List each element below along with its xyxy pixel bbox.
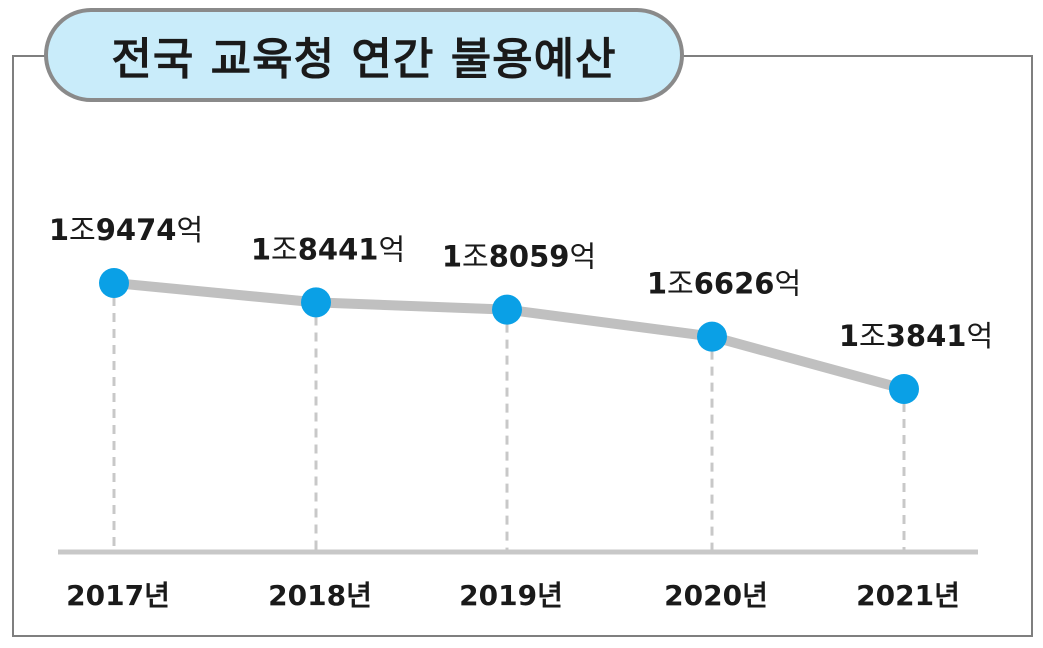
x-tick-label: 2017년: [66, 579, 170, 612]
data-label: 1조8059억: [442, 240, 596, 274]
x-tick-labels: 2017년 2018년 2019년 2020년 2021년: [66, 579, 960, 612]
x-tick-label: 2020년: [664, 579, 768, 612]
data-point: [99, 268, 129, 298]
x-tick-label: 2019년: [459, 579, 563, 612]
x-tick-label: 2021년: [856, 579, 960, 612]
x-tick-label: 2018년: [268, 579, 372, 612]
data-label: 1조9474억: [49, 213, 203, 247]
data-labels: 1조9474억 1조8441억 1조8059억 1조6626억 1조3841억: [49, 213, 993, 353]
chart-title: 전국 교육청 연간 불용예산: [111, 34, 617, 85]
data-label: 1조8441억: [251, 232, 405, 266]
chart-title-pill: 전국 교육청 연간 불용예산: [44, 8, 684, 102]
data-points: [99, 268, 919, 404]
data-point: [301, 287, 331, 318]
drop-lines: [112, 297, 906, 552]
data-point: [492, 294, 522, 325]
data-label: 1조6626억: [647, 267, 801, 301]
data-point: [889, 374, 919, 404]
data-label: 1조3841억: [839, 319, 993, 353]
data-point: [697, 321, 727, 352]
